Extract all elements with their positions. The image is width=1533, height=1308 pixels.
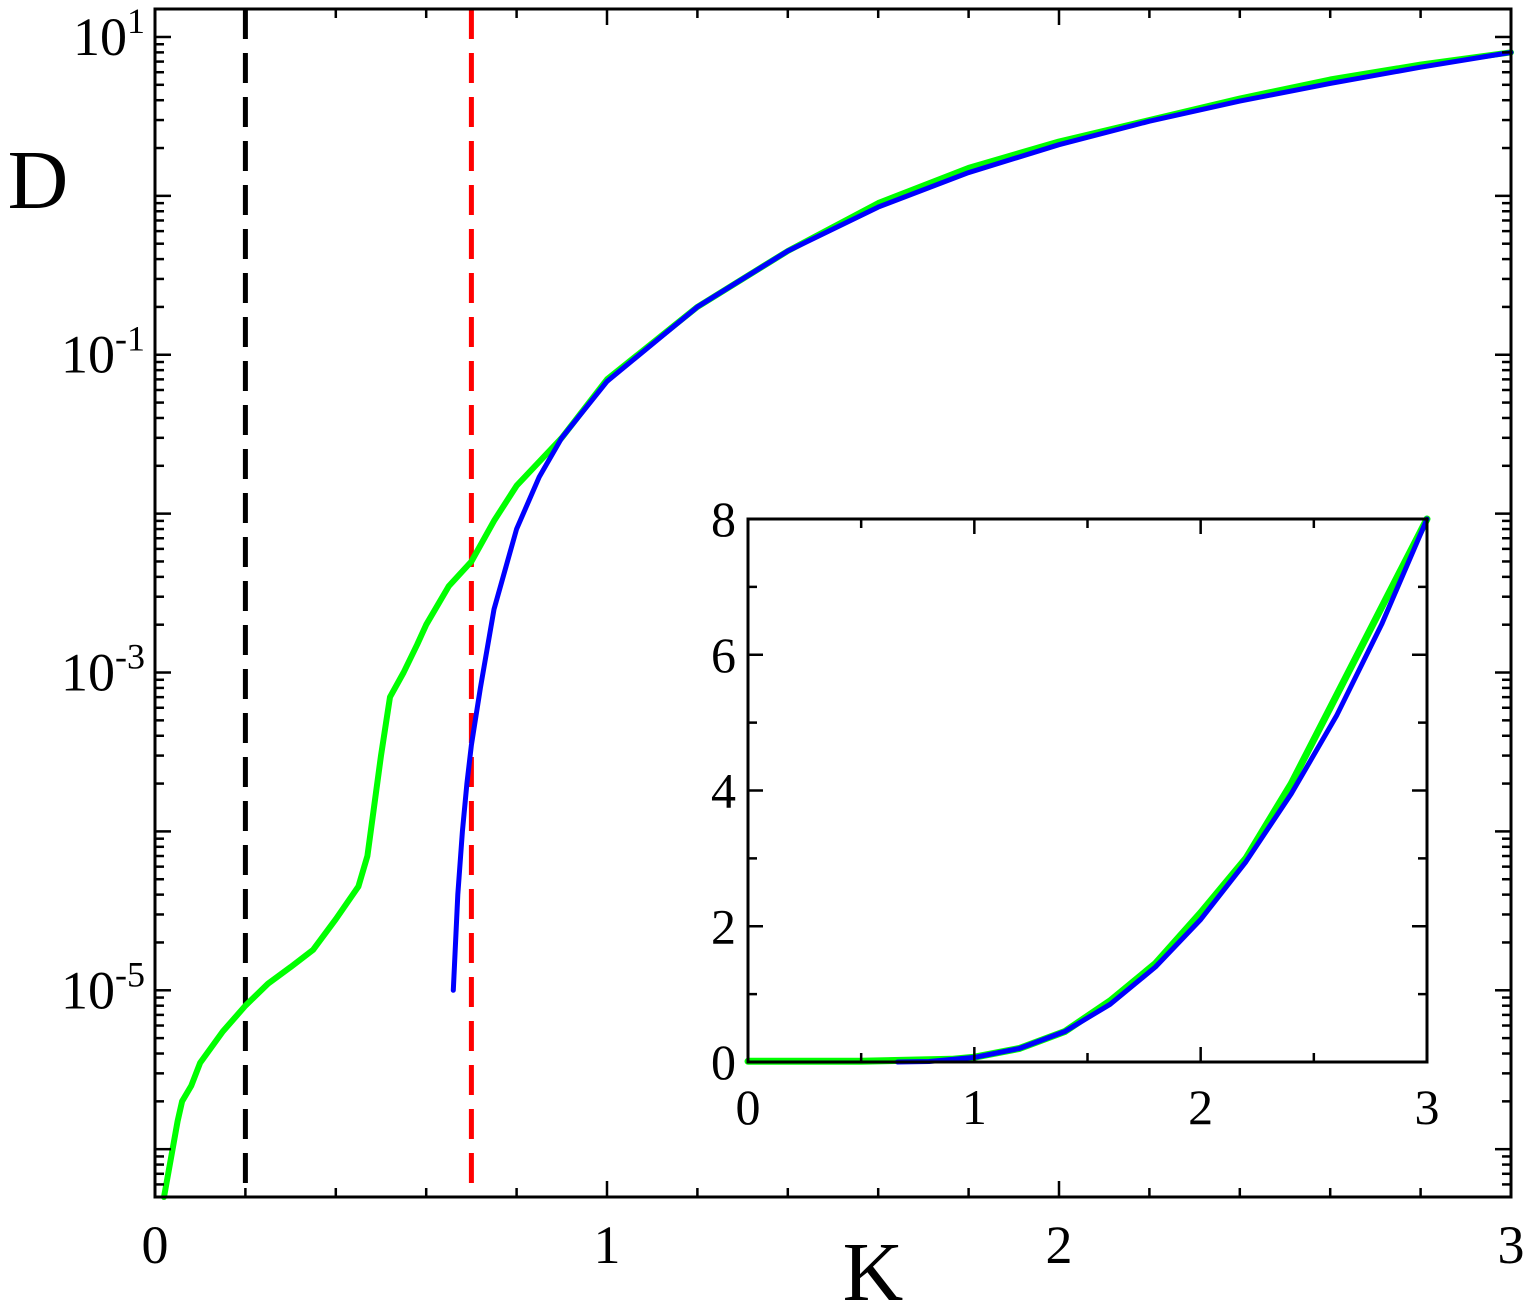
x-axis-label: K bbox=[843, 1226, 904, 1308]
inset-y-tick-label: 6 bbox=[711, 627, 736, 683]
x-tick-label: 1 bbox=[594, 1215, 621, 1275]
y-tick-label: 10-1 bbox=[61, 319, 145, 385]
x-tick-label: 2 bbox=[1046, 1215, 1073, 1275]
inset-y-tick-label: 0 bbox=[711, 1034, 736, 1090]
main-plot: 0 1 2 3 101 10-1 10-3 10-5 bbox=[61, 1, 1525, 1275]
inset-x-tick-label: 0 bbox=[736, 1079, 761, 1135]
inset-y-tick-label: 2 bbox=[711, 898, 736, 954]
main-frame bbox=[153, 7, 1513, 1199]
y-tick-label: 10-3 bbox=[61, 637, 145, 703]
inset-background bbox=[708, 499, 1467, 1132]
inset-x-tick-label: 2 bbox=[1188, 1079, 1213, 1135]
x-tick-label: 0 bbox=[142, 1215, 169, 1275]
inset-x-tick-label: 3 bbox=[1415, 1079, 1440, 1135]
y-tick-label: 101 bbox=[73, 1, 145, 67]
inset-y-tick-label: 4 bbox=[711, 763, 736, 819]
main-series-1 bbox=[450, 49, 1514, 993]
main-series-0 bbox=[161, 49, 1514, 1200]
inset-plot: 0 1 2 3 0 2 4 6 8 bbox=[708, 491, 1467, 1135]
x-tick-label: 3 bbox=[1498, 1215, 1525, 1275]
y-tick-label: 10-5 bbox=[61, 954, 145, 1020]
inset-y-tick-label: 8 bbox=[711, 491, 736, 547]
y-axis-label: D bbox=[8, 134, 69, 227]
inset-x-tick-label: 1 bbox=[962, 1079, 987, 1135]
